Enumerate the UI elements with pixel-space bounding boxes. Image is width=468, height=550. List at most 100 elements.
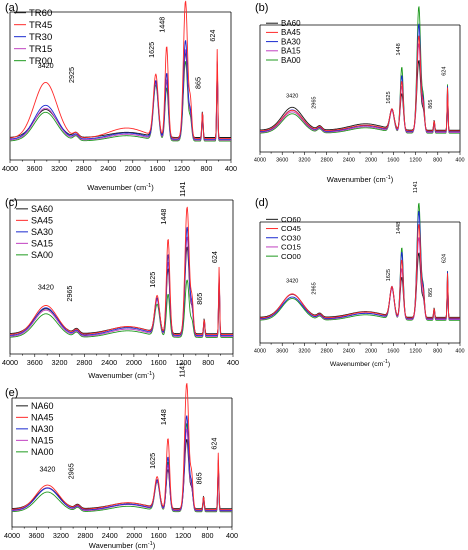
- legend-label-SA30: SA30: [31, 227, 53, 237]
- x-axis-label-main: Wavenumber (cm: [330, 361, 384, 368]
- peak-annotation-1625: 1625: [148, 272, 157, 288]
- x-axis-label-main: Wavenumber (cm: [89, 541, 148, 550]
- series-line-TR30: [9, 40, 231, 140]
- peak-annotation-1448: 1448: [159, 409, 168, 425]
- peak-annotation-865: 865: [195, 293, 204, 305]
- x-tick-label: 2000: [126, 531, 142, 540]
- x-tick-label: 400: [225, 164, 237, 173]
- series-line-NA45: [11, 383, 232, 510]
- panel-2: (c) 4000 3600 3200 2800 2400 2000 1600 1200 800 40…: [2, 181, 239, 380]
- peak-annotation-865: 865: [195, 472, 204, 484]
- x-axis-label-end: ): [391, 175, 394, 184]
- legend-label-BA15: BA15: [281, 47, 301, 56]
- legend-label-TR15: TR15: [29, 44, 52, 55]
- peak-annotation-2965: 2965: [312, 282, 318, 294]
- x-tick-label: 400: [455, 158, 464, 164]
- series-line-SA45: [9, 206, 233, 336]
- x-tick-label: 1200: [409, 158, 421, 164]
- x-tick-label: 2800: [76, 358, 92, 367]
- x-tick-label: 800: [433, 158, 442, 164]
- x-tick-label: 800: [200, 164, 212, 173]
- panel-0: (a) 4000 3600 3200 2800 2400 2000 1600 1200 800 40…: [2, 0, 237, 192]
- peak-annotation-1448: 1448: [158, 17, 167, 33]
- x-tick-label: 400: [226, 531, 238, 540]
- x-tick-label: 3600: [276, 158, 288, 164]
- peak-annotation-1625: 1625: [386, 269, 392, 281]
- legend-label-NA60: NA60: [31, 401, 54, 411]
- x-axis-label: Wavenumber (cm-1): [89, 541, 156, 550]
- x-tick-label: 2800: [77, 531, 93, 540]
- x-tick-label: 1600: [151, 531, 167, 540]
- peak-annotation-624: 624: [208, 30, 217, 42]
- peak-annotation-1448: 1448: [396, 222, 402, 234]
- legend-label-CO15: CO15: [281, 243, 301, 252]
- peak-annotation-1448: 1448: [159, 209, 168, 225]
- legend-label-NA15: NA15: [31, 436, 54, 446]
- x-tick-label: 400: [227, 358, 239, 367]
- panel-label: (e): [5, 387, 18, 399]
- series-line-BA45: [259, 35, 460, 132]
- x-tick-label: 800: [202, 531, 214, 540]
- x-axis-label: Wavenumber (cm-1): [87, 183, 154, 192]
- legend-label-CO00: CO00: [281, 252, 301, 261]
- legend-label-TR45: TR45: [29, 20, 52, 31]
- legend-label-BA30: BA30: [281, 37, 301, 46]
- peak-annotation-1448: 1448: [396, 43, 402, 55]
- x-tick-label: 2000: [365, 158, 377, 164]
- x-axis-label-end: ): [151, 183, 154, 192]
- x-tick-label: 4000: [4, 531, 20, 540]
- legend-label-CO30: CO30: [281, 233, 301, 242]
- peak-annotation-1625: 1625: [147, 42, 156, 58]
- legend-label-BA45: BA45: [281, 28, 301, 37]
- x-tick-label: 2400: [343, 349, 355, 355]
- peak-annotation-1625: 1625: [386, 91, 392, 103]
- series-line-SA30: [9, 226, 233, 336]
- peak-annotation-1625: 1625: [148, 453, 157, 469]
- x-tick-label: 2800: [321, 349, 333, 355]
- series-line-SA15: [9, 236, 233, 337]
- x-axis-label-main: Wavenumber (cm: [327, 175, 386, 184]
- peak-annotation-2925: 2925: [67, 67, 76, 83]
- x-tick-label: 1600: [387, 349, 399, 355]
- peak-annotation-3420: 3420: [286, 279, 298, 285]
- x-tick-label: 4000: [2, 358, 18, 367]
- peak-annotation-624: 624: [442, 67, 448, 76]
- x-axis-label-sup: -1: [148, 541, 153, 547]
- x-tick-label: 1600: [387, 158, 399, 164]
- x-tick-label: 2400: [343, 158, 355, 164]
- x-tick-label: 1600: [151, 358, 167, 367]
- x-tick-label: 3200: [52, 358, 68, 367]
- series-line-CO30: [259, 210, 460, 320]
- series-line-SA00: [9, 279, 233, 338]
- legend-label-TR60: TR60: [29, 8, 52, 19]
- x-tick-label: 3200: [53, 531, 69, 540]
- x-tick-label: 400: [455, 349, 464, 355]
- x-axis-label: Wavenumber (cm-1): [330, 359, 390, 368]
- x-tick-label: 3600: [28, 531, 44, 540]
- x-tick-label: 3200: [298, 158, 310, 164]
- peak-annotation-1141: 1141: [413, 181, 419, 193]
- x-axis-label: Wavenumber (cm-1): [327, 175, 394, 184]
- peak-annotation-3420: 3420: [38, 282, 54, 291]
- x-tick-label: 1200: [174, 164, 190, 173]
- panel-label: (d): [255, 197, 268, 209]
- x-tick-label: 1200: [175, 358, 191, 367]
- legend-label-TR00: TR00: [29, 56, 52, 67]
- series-line-CO45: [259, 224, 460, 319]
- legend-label-NA30: NA30: [31, 424, 54, 434]
- x-axis-label-sup: -1: [146, 183, 151, 189]
- legend-label-CO60: CO60: [281, 215, 301, 224]
- series-line-TR00: [9, 61, 231, 142]
- peak-annotation-865: 865: [428, 100, 434, 109]
- x-tick-label: 3600: [27, 164, 43, 173]
- panel-label: (b): [255, 2, 268, 14]
- series-line-TR15: [9, 49, 231, 141]
- series-line-BA15: [259, 43, 460, 133]
- legend-label-BA60: BA60: [281, 19, 301, 28]
- x-tick-label: 1200: [175, 531, 191, 540]
- x-tick-label: 3200: [51, 164, 67, 173]
- peak-annotation-1141: 1141: [178, 362, 187, 377]
- legend-label-NA00: NA00: [31, 447, 54, 457]
- x-axis-label-main: Wavenumber (cm: [88, 371, 147, 380]
